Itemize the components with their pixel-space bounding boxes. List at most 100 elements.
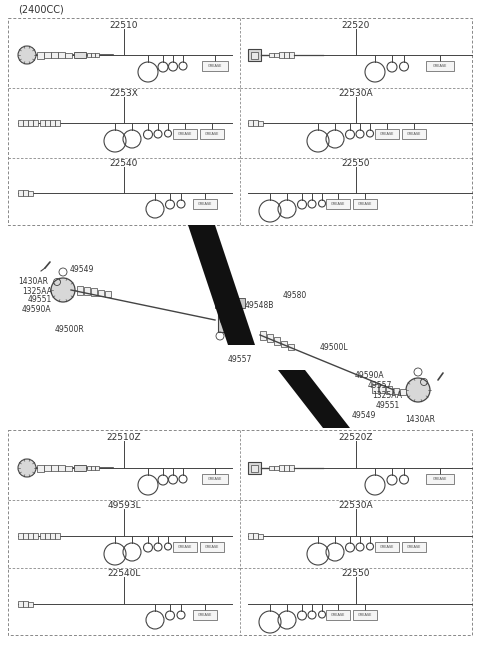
Text: GREASE: GREASE bbox=[205, 132, 219, 136]
Text: 49548B: 49548B bbox=[245, 301, 275, 310]
Bar bbox=[248, 120, 252, 126]
Bar bbox=[289, 465, 293, 471]
Text: GREASE: GREASE bbox=[407, 545, 421, 549]
Bar bbox=[426, 474, 454, 484]
Bar bbox=[33, 121, 37, 126]
Circle shape bbox=[51, 278, 75, 302]
Text: 49580: 49580 bbox=[283, 290, 307, 299]
Bar bbox=[274, 337, 280, 345]
Bar bbox=[28, 120, 33, 126]
Bar bbox=[279, 465, 284, 471]
Text: 22520: 22520 bbox=[342, 21, 370, 30]
Bar bbox=[248, 533, 252, 539]
Text: 1325AA: 1325AA bbox=[22, 286, 52, 295]
Text: GREASE: GREASE bbox=[380, 132, 394, 136]
Text: GREASE: GREASE bbox=[198, 613, 212, 617]
Text: GREASE: GREASE bbox=[433, 64, 447, 68]
Bar bbox=[248, 462, 261, 474]
Text: 49551: 49551 bbox=[376, 401, 400, 410]
Circle shape bbox=[18, 459, 36, 477]
Bar bbox=[200, 542, 224, 552]
Bar bbox=[173, 129, 197, 139]
Bar bbox=[193, 199, 217, 209]
Bar bbox=[23, 120, 27, 126]
Bar bbox=[44, 52, 50, 58]
Bar bbox=[288, 344, 294, 350]
Bar bbox=[193, 610, 217, 620]
Bar bbox=[45, 120, 49, 126]
Polygon shape bbox=[188, 225, 255, 345]
Bar bbox=[18, 601, 23, 607]
Bar bbox=[326, 199, 350, 209]
Circle shape bbox=[227, 292, 233, 299]
Bar bbox=[55, 533, 60, 539]
Bar bbox=[50, 533, 55, 539]
Bar bbox=[18, 120, 23, 126]
Bar bbox=[33, 533, 37, 539]
Text: 22520Z: 22520Z bbox=[339, 433, 373, 441]
Text: 1325AA: 1325AA bbox=[372, 390, 402, 399]
Bar bbox=[393, 388, 399, 395]
Bar bbox=[386, 386, 392, 394]
Text: 49500R: 49500R bbox=[55, 326, 85, 335]
Bar bbox=[353, 610, 377, 620]
Text: GREASE: GREASE bbox=[358, 202, 372, 206]
Bar bbox=[40, 533, 45, 539]
Bar bbox=[326, 610, 350, 620]
Bar bbox=[375, 129, 399, 139]
Bar bbox=[8, 18, 472, 225]
Bar bbox=[269, 466, 274, 470]
Bar bbox=[281, 341, 287, 348]
Text: 22550: 22550 bbox=[342, 568, 370, 577]
Bar bbox=[375, 542, 399, 552]
Bar bbox=[260, 330, 266, 339]
Text: GREASE: GREASE bbox=[433, 477, 447, 481]
Text: GREASE: GREASE bbox=[331, 613, 345, 617]
Bar bbox=[98, 290, 104, 297]
Bar bbox=[40, 120, 45, 126]
Bar bbox=[84, 287, 90, 295]
Polygon shape bbox=[278, 370, 350, 428]
Bar bbox=[65, 466, 72, 470]
Bar bbox=[23, 601, 27, 607]
Text: 22550: 22550 bbox=[342, 159, 370, 168]
Bar bbox=[58, 52, 64, 58]
Bar bbox=[28, 602, 33, 606]
Bar bbox=[74, 465, 86, 471]
Text: GREASE: GREASE bbox=[407, 132, 421, 136]
Bar bbox=[95, 466, 98, 470]
Circle shape bbox=[18, 46, 36, 64]
Text: GREASE: GREASE bbox=[178, 545, 192, 549]
Bar bbox=[253, 120, 257, 126]
Bar bbox=[258, 121, 263, 126]
Bar bbox=[248, 49, 261, 61]
Text: 49590A: 49590A bbox=[355, 370, 384, 379]
Text: 22540: 22540 bbox=[110, 159, 138, 168]
Text: 49557: 49557 bbox=[368, 381, 392, 390]
Bar bbox=[58, 465, 64, 471]
Bar bbox=[269, 53, 274, 57]
Bar bbox=[55, 121, 60, 126]
Bar bbox=[200, 129, 224, 139]
Bar bbox=[258, 533, 263, 539]
Bar bbox=[289, 52, 293, 58]
Bar bbox=[65, 52, 72, 57]
Bar bbox=[237, 298, 245, 308]
Text: 22510: 22510 bbox=[110, 21, 138, 30]
Bar bbox=[23, 190, 27, 195]
Text: 49500L: 49500L bbox=[320, 344, 348, 353]
Bar bbox=[45, 533, 49, 539]
Bar bbox=[173, 542, 197, 552]
Bar bbox=[202, 61, 228, 71]
Bar bbox=[253, 533, 257, 539]
Text: GREASE: GREASE bbox=[178, 132, 192, 136]
Bar bbox=[77, 286, 83, 295]
Bar bbox=[353, 199, 377, 209]
Bar bbox=[74, 52, 86, 58]
Bar bbox=[372, 384, 378, 393]
Bar bbox=[251, 52, 258, 59]
Bar bbox=[402, 129, 426, 139]
Bar bbox=[50, 120, 55, 126]
Text: GREASE: GREASE bbox=[358, 613, 372, 617]
Bar bbox=[91, 53, 95, 57]
